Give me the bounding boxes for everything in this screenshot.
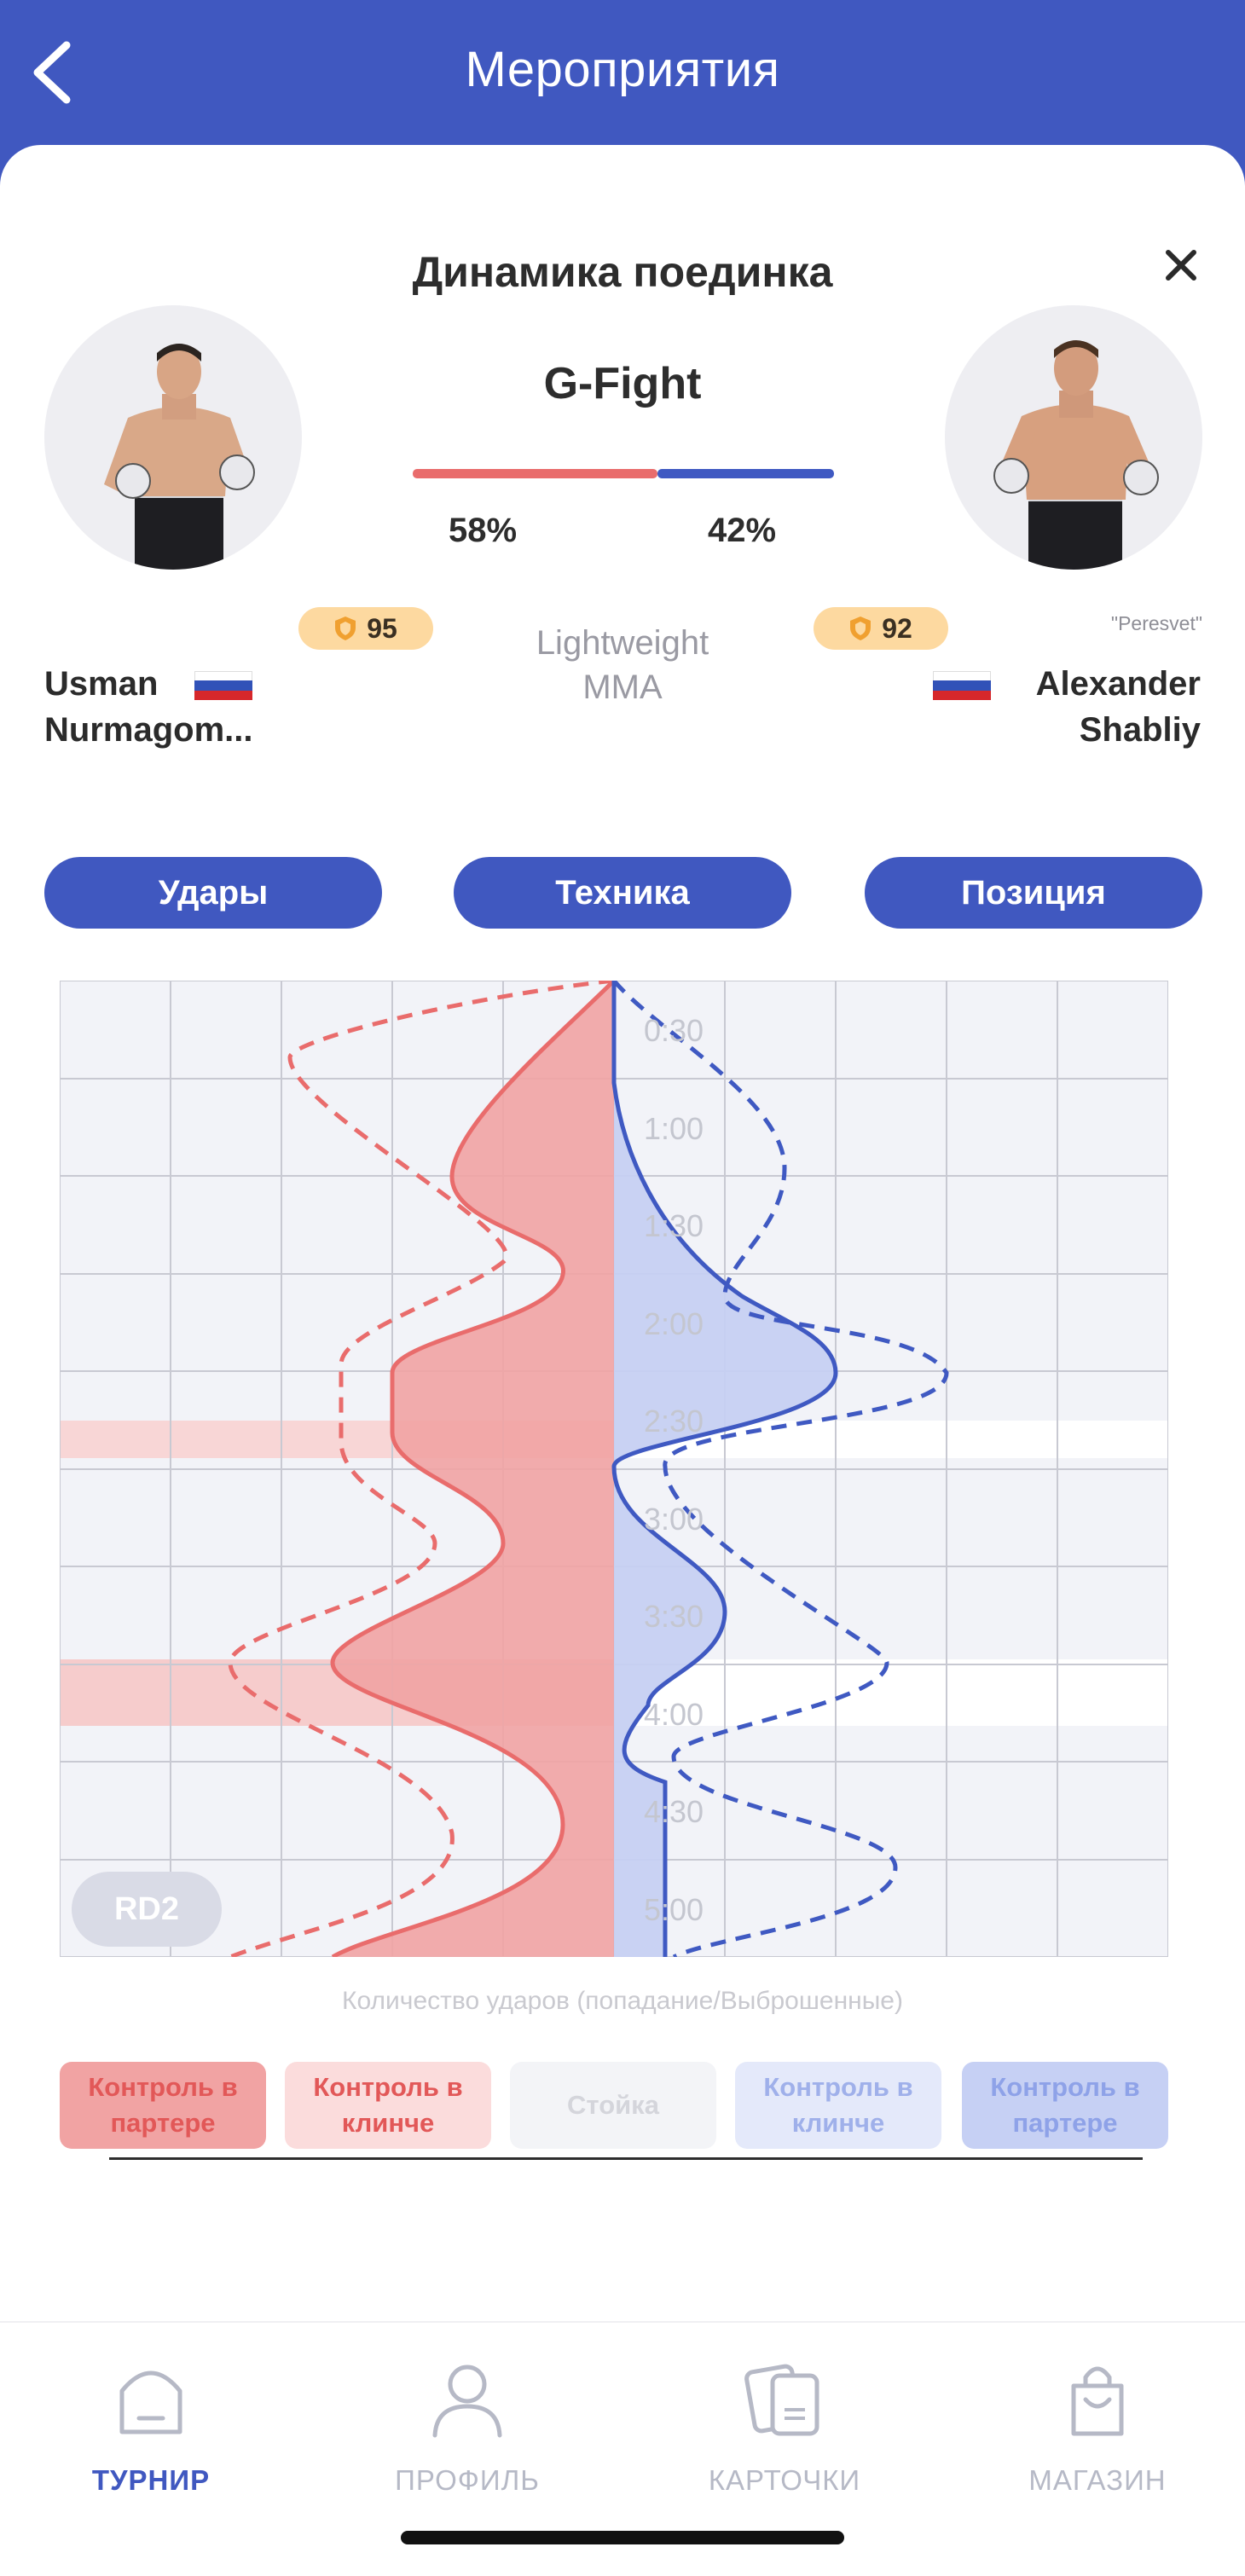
time-label: 3:00 bbox=[644, 1502, 704, 1537]
tab-strikes[interactable]: Удары bbox=[44, 857, 382, 929]
close-button[interactable] bbox=[1153, 237, 1209, 293]
time-label: 5:00 bbox=[644, 1892, 704, 1927]
modal-title: Динамика поединка bbox=[412, 248, 833, 296]
time-label: 1:30 bbox=[644, 1208, 704, 1243]
time-axis-labels: 0:30 1:00 1:30 2:00 2:30 3:00 3:30 4:00 4:30 5:00 bbox=[644, 1013, 704, 1927]
rating-value: 95 bbox=[367, 612, 397, 644]
legend-clinch-control-right[interactable]: Контроль в клинче bbox=[735, 2062, 941, 2149]
cards-icon bbox=[744, 2364, 819, 2436]
header-bar: Мероприятия bbox=[0, 0, 1245, 171]
russia-flag-icon bbox=[194, 671, 252, 700]
weight-class: Lightweight bbox=[536, 624, 709, 662]
time-label: 0:30 bbox=[644, 1013, 704, 1048]
promotion-name: G-Fight bbox=[543, 359, 702, 408]
odds-bar-left bbox=[413, 469, 657, 478]
left-fighter-avatar[interactable] bbox=[44, 305, 302, 570]
left-fighter-first-name: Usman bbox=[44, 665, 159, 703]
right-landed-line bbox=[611, 981, 838, 1957]
time-label: 2:00 bbox=[644, 1306, 704, 1341]
legend-clinch-control-left[interactable]: Контроль в клинче bbox=[285, 2062, 491, 2149]
nav-label: ПРОФИЛЬ bbox=[395, 2464, 540, 2496]
right-thrown-line bbox=[612, 981, 949, 1957]
rating-value: 92 bbox=[882, 612, 912, 644]
fighter-photo-icon bbox=[104, 344, 255, 570]
fight-dynamics-chart: 0:30 1:00 1:30 2:00 2:30 3:00 3:30 4:00 4:30 5:00… bbox=[60, 981, 1168, 1957]
legend-ground-control-left[interactable]: Контроль в партере bbox=[60, 2062, 266, 2149]
left-landed-line bbox=[330, 981, 616, 1957]
right-landed-area bbox=[614, 981, 836, 1957]
left-thrown-line bbox=[228, 981, 615, 1957]
left-fighter-rating: 95 bbox=[298, 607, 433, 650]
header-title: Мероприятия bbox=[465, 42, 780, 97]
left-landed-area bbox=[333, 981, 614, 1957]
nav-label: МАГАЗИН bbox=[1028, 2464, 1167, 2496]
nav-cards[interactable]: КАРТОЧКИ bbox=[657, 2340, 912, 2510]
tournament-icon bbox=[119, 2370, 182, 2434]
nav-label: КАРТОЧКИ bbox=[708, 2464, 861, 2496]
nav-label: ТУРНИР bbox=[91, 2464, 211, 2496]
chart-svg: 0:30 1:00 1:30 2:00 2:30 3:00 3:30 4:00 4:30 5:00… bbox=[60, 981, 1168, 1957]
shop-icon bbox=[1071, 2366, 1124, 2436]
time-label: 1:00 bbox=[644, 1111, 704, 1146]
tab-position[interactable]: Позиция bbox=[865, 857, 1202, 929]
sport-type: MMA bbox=[582, 669, 663, 706]
tab-technique[interactable]: Техника bbox=[454, 857, 791, 929]
right-fighter-rating: 92 bbox=[814, 607, 948, 650]
back-button[interactable] bbox=[19, 34, 87, 111]
shield-icon bbox=[850, 617, 872, 640]
right-fighter-nickname: "Peresvet" bbox=[1110, 612, 1202, 634]
svg-text:RD2: RD2 bbox=[114, 1891, 179, 1927]
back-arrow-icon bbox=[33, 41, 71, 104]
left-fighter-last-name: Nurmagom... bbox=[44, 711, 253, 749]
right-fighter-last-name: Shabliy bbox=[1079, 711, 1201, 749]
chart-caption: Количество ударов (попадание/Выброшенные… bbox=[342, 1987, 903, 2015]
fighter-photo-icon bbox=[993, 340, 1159, 570]
time-label: 4:00 bbox=[644, 1697, 704, 1732]
odds-bar-right bbox=[657, 469, 834, 478]
shield-icon bbox=[335, 617, 356, 640]
right-fighter-avatar[interactable] bbox=[945, 305, 1202, 570]
time-label: 3:30 bbox=[644, 1599, 704, 1634]
band-stance-right-2 bbox=[614, 1659, 1168, 1726]
close-icon bbox=[1166, 250, 1196, 281]
odds-right-percent: 42% bbox=[708, 512, 777, 549]
right-fighter-first-name: Alexander bbox=[1035, 665, 1201, 703]
nav-profile[interactable]: ПРОФИЛЬ bbox=[339, 2340, 595, 2510]
russia-flag-icon bbox=[933, 671, 991, 700]
time-label: 2:30 bbox=[644, 1404, 704, 1439]
legend-divider bbox=[109, 2157, 1143, 2160]
legend-ground-control-right[interactable]: Контроль в партере bbox=[962, 2062, 1168, 2149]
nav-shop[interactable]: МАГАЗИН bbox=[970, 2340, 1225, 2510]
round-badge: RD2 bbox=[72, 1872, 222, 1947]
legend-stance[interactable]: Стойка bbox=[510, 2062, 716, 2149]
home-indicator bbox=[401, 2531, 844, 2544]
time-label: 4:30 bbox=[644, 1794, 704, 1829]
nav-tournament[interactable]: ТУРНИР bbox=[23, 2340, 279, 2510]
odds-left-percent: 58% bbox=[449, 512, 518, 549]
profile-icon bbox=[432, 2365, 502, 2438]
